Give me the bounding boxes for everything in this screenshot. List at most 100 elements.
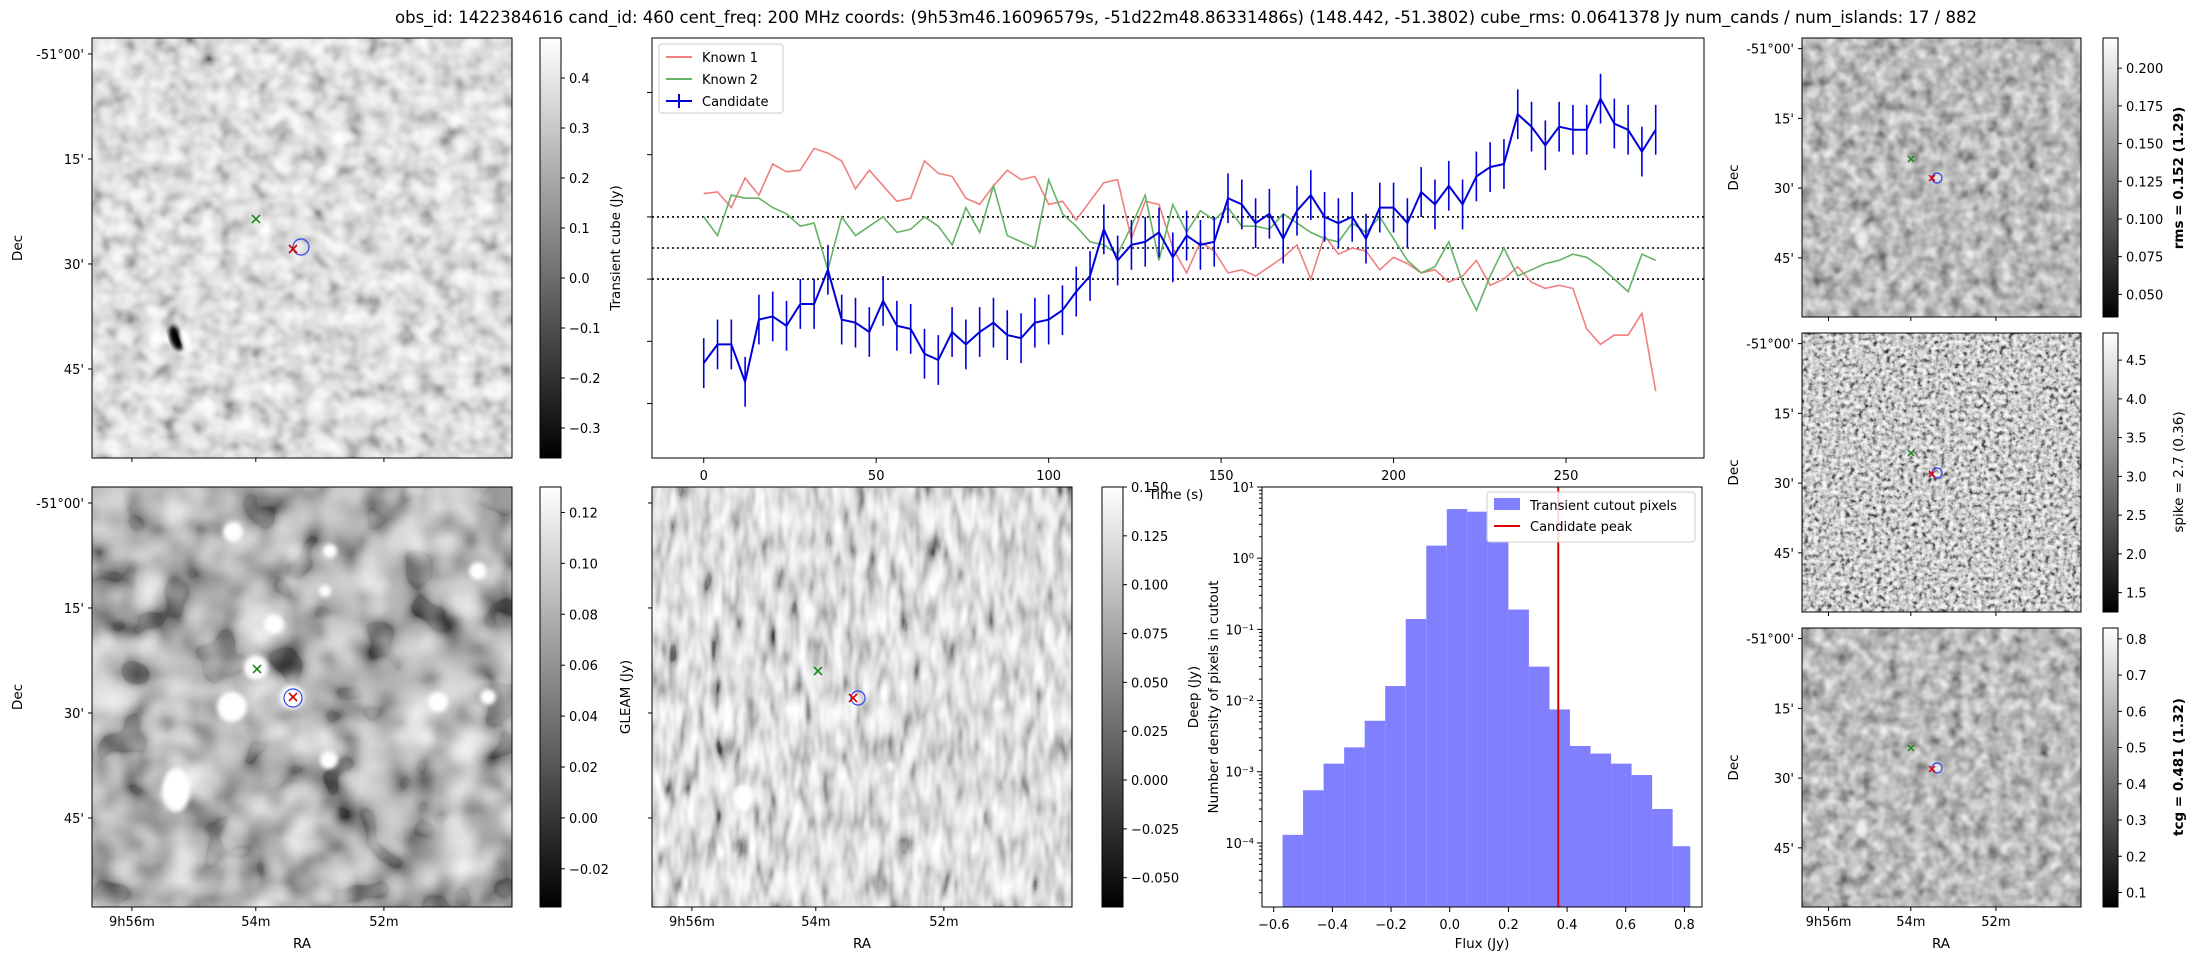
legend-known1: Known 1: [702, 51, 758, 66]
ylabel-dec: Dec: [1726, 754, 1742, 780]
dec-tick-label: -51°00': [36, 48, 84, 63]
red-x-marker: [1928, 765, 1936, 773]
colorbar-gleam-deep: [539, 486, 562, 908]
histogram-bar: [1467, 511, 1488, 907]
dec-tick-label: 30': [1774, 772, 1794, 787]
dec-tick-label: 45': [1774, 842, 1794, 857]
axes-frame: [1801, 332, 2082, 613]
histogram-x-tick-label: 0.8: [1674, 918, 1695, 933]
colorbar-tick-label: 2.5: [2126, 509, 2147, 524]
histogram-bar: [1652, 808, 1673, 907]
colorbar-tick-label: 0.075: [1131, 628, 1168, 643]
ra-tick-label: 9h56m: [109, 915, 155, 930]
colorbar-tick-label: 0.6: [2126, 705, 2147, 720]
series-candidate: [702, 96, 1657, 386]
histogram-x-tick-label: 0.2: [1498, 918, 1519, 933]
colorbar-tick-label: −0.2: [569, 372, 601, 387]
histogram-bar: [1405, 618, 1427, 907]
lightcurve-x-tick-label: 250: [1554, 469, 1579, 484]
colorbar-label-gleam: GLEAM (Jy): [618, 660, 634, 734]
histogram-bar: [1590, 753, 1612, 907]
colorbar-tick-label: 0.06: [569, 659, 598, 674]
colorbar-tick-label: 0.4: [569, 72, 590, 87]
colorbar-tick-label: 0.050: [1131, 676, 1168, 691]
colorbar-tick-label: 4.0: [2126, 393, 2147, 408]
histogram-bars: [1282, 509, 1691, 907]
histogram-x-tick-label: 0.6: [1615, 918, 1636, 933]
dec-tick-label: -51°00': [1746, 338, 1794, 353]
histogram-bar: [1344, 747, 1365, 907]
green-x-marker: [1907, 449, 1915, 457]
candidate-contour: [292, 238, 310, 256]
ra-tick-label: 9h56m: [669, 915, 715, 930]
xlabel-ra: RA: [293, 936, 312, 952]
histogram-bar: [1487, 541, 1509, 907]
histogram-x-tick-label: 0.4: [1557, 918, 1578, 933]
lightcurve-x-tick-label: 150: [1209, 469, 1234, 484]
colorbar-tick-label: 0.075: [2126, 251, 2163, 266]
series-known-1: [703, 147, 1657, 392]
histogram-chart: −0.6 −0.4 −0.2 0.0 0.2 0.4 0.6 0.8 10¹10⁰10⁻¹10…: [1186, 481, 1703, 952]
colorbar-tick-label: 0.150: [1131, 481, 1168, 496]
lightcurve-x-tick-label: 100: [1036, 469, 1061, 484]
histogram-y-ticks: 10¹ 10⁰ 10⁻¹ 10⁻² 10⁻³ 10⁻⁴: [1225, 481, 1262, 894]
red-x-marker: [848, 693, 858, 703]
dec-tick-label: 30': [1774, 477, 1794, 492]
colorbar-label-rms: rms = 0.152 (1.29): [2171, 107, 2187, 250]
colorbar-spike: [2102, 332, 2119, 613]
colorbar-label-transient-cube: Transient cube (Jy): [608, 185, 624, 312]
colorbar-tick-label: 0.125: [1131, 530, 1168, 545]
colorbar-tick-label: 0.3: [569, 122, 590, 137]
lightcurve-x-tick-label: 50: [868, 469, 885, 484]
histogram-x-ticks: −0.6 −0.4 −0.2 0.0 0.2 0.4 0.6 0.8: [1258, 907, 1695, 933]
dec-tick-label: 15': [1774, 407, 1794, 422]
histogram-bar: [1323, 763, 1345, 907]
ylabel-dec: Dec: [10, 235, 26, 261]
colorbar-tick-label: 0.12: [569, 506, 598, 521]
colorbar-tick-label: 2.0: [2126, 548, 2147, 563]
histogram-y-tick-label: 10⁰: [1232, 552, 1254, 567]
colorbar-tick-label: 3.5: [2126, 432, 2147, 447]
colorbar-tick-label: 0.1: [569, 222, 590, 237]
panel-rms: rms = 0.152 (1.29): [1801, 37, 2187, 318]
axes-frame: [91, 37, 513, 459]
histogram-y-tick-label: 10¹: [1232, 481, 1254, 496]
histogram-bar: [1672, 846, 1691, 907]
colorbar-tick-label: 0.100: [2126, 213, 2163, 228]
histogram-bar: [1528, 666, 1550, 907]
panel-gleam-deep: RA: [91, 486, 562, 952]
colorbar-tick-label: 0.02: [569, 761, 598, 776]
green-x-marker: [251, 214, 261, 224]
dec-tick-label: 15': [1774, 112, 1794, 127]
colorbar-ticks: 0.40.30.20.10.0−0.1−0.2−0.30.120.100.080…: [561, 62, 2163, 902]
histogram-bar: [1303, 790, 1324, 907]
green-x-marker: [1907, 155, 1915, 163]
xlabel-ra: RA: [1932, 936, 1951, 952]
histogram-ylabel: Number density of pixels in cutout: [1206, 581, 1222, 814]
green-x-marker: [813, 666, 823, 676]
ylabel-dec: Dec: [1726, 459, 1742, 485]
colorbar-gleam: [1101, 486, 1124, 908]
histogram-x-tick-label: −0.2: [1375, 918, 1407, 933]
green-x-marker: [1907, 744, 1915, 752]
colorbar-tick-label: 1.5: [2126, 587, 2147, 602]
histogram-ylabel-overlap: Deep (Jy): [1186, 666, 1202, 728]
colorbar-tick-label: 0.200: [2126, 62, 2163, 77]
lightcurve-xlabel: Time (s): [1148, 487, 1204, 503]
lightcurve-legend: Known 1 Known 2 Candidate: [658, 43, 784, 114]
colorbar-tick-label: 3.0: [2126, 470, 2147, 485]
ra-tick-label: 54m: [1896, 915, 1925, 930]
series-known-2: [703, 176, 1657, 313]
histogram-bar: [1426, 545, 1447, 907]
histogram-bar: [1570, 745, 1591, 907]
colorbar-tcg: [2102, 627, 2119, 908]
green-x-marker: [252, 664, 262, 674]
ra-tick-label: 54m: [801, 915, 830, 930]
ra-tick-label: 54m: [241, 915, 270, 930]
axes-frame: [91, 486, 513, 908]
dec-tick-label: 15': [1774, 702, 1794, 717]
dec-tick-label: 45': [1774, 547, 1794, 562]
histogram-bar: [1446, 509, 1468, 907]
colorbar-tick-label: 0.3: [2126, 814, 2147, 829]
colorbar-tick-label: 0.4: [2126, 778, 2147, 793]
